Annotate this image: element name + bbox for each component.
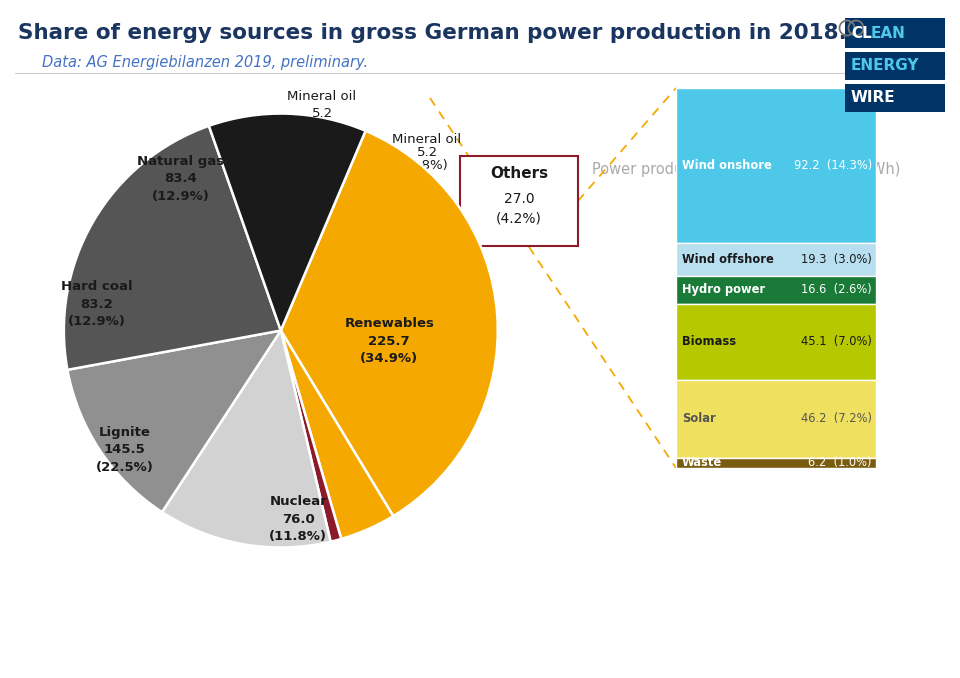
Text: Wind offshore: Wind offshore [682,253,774,266]
Text: ENERGY: ENERGY [851,58,920,73]
Text: Mineral oil: Mineral oil [393,133,462,146]
Text: 46.2  (7.2%): 46.2 (7.2%) [801,412,872,425]
Text: EAN: EAN [871,26,906,41]
Bar [676,88,876,243]
Wedge shape [209,113,366,331]
Bar [676,380,876,458]
Text: Others: Others [490,167,548,182]
Text: BY SA 4.0: BY SA 4.0 [867,22,924,35]
Text: 19.3  (3.0%): 19.3 (3.0%) [802,253,872,266]
Text: Data: AG Energiebilanzen 2019, preliminary.: Data: AG Energiebilanzen 2019, prelimina… [42,55,368,70]
Wedge shape [280,331,341,542]
Bar [676,276,876,304]
Text: WIRE: WIRE [851,90,896,106]
Text: Solar: Solar [682,412,716,425]
Text: 6.2  (1.0%): 6.2 (1.0%) [808,456,872,469]
Wedge shape [67,331,280,512]
Text: Mineral oil
5.2
(0.8%): Mineral oil 5.2 (0.8%) [287,89,356,138]
Text: Waste: Waste [682,456,722,469]
Text: Lignite
145.5
(22.5%): Lignite 145.5 (22.5%) [96,426,154,474]
Text: 27.0: 27.0 [504,192,535,206]
Text: 92.2  (14.3%): 92.2 (14.3%) [794,159,872,172]
Text: Renewables
225.7
(34.9%): Renewables 225.7 (34.9%) [345,317,434,365]
Text: Hydro power: Hydro power [682,283,765,296]
Bar [845,84,945,112]
Text: Natural gas
83.4
(12.9%): Natural gas 83.4 (12.9%) [137,155,225,203]
Wedge shape [280,331,394,539]
Text: Biomass: Biomass [682,335,736,348]
FancyBboxPatch shape [460,156,578,246]
Text: Nuclear
76.0
(11.8%): Nuclear 76.0 (11.8%) [269,496,327,543]
Text: Wind onshore: Wind onshore [682,159,772,172]
Text: 45.1  (7.0%): 45.1 (7.0%) [802,335,872,348]
Bar [676,304,876,380]
Text: Hard coal
83.2
(12.9%): Hard coal 83.2 (12.9%) [60,281,132,328]
Text: 16.6  (2.6%): 16.6 (2.6%) [802,283,872,296]
Text: (0.8%): (0.8%) [405,159,449,172]
Text: Power production in terawatt-hours (TWh): Power production in terawatt-hours (TWh) [592,162,900,177]
Text: (4.2%): (4.2%) [496,212,542,226]
Bar [676,458,876,468]
Text: 5.2: 5.2 [417,146,438,159]
Text: CL: CL [851,26,872,41]
Bar [845,18,945,48]
Bar [845,52,945,80]
Wedge shape [64,126,280,370]
Wedge shape [162,331,330,547]
Text: Share of energy sources in gross German power production in 2018.: Share of energy sources in gross German … [18,23,847,43]
Bar [676,243,876,276]
Wedge shape [280,131,497,516]
